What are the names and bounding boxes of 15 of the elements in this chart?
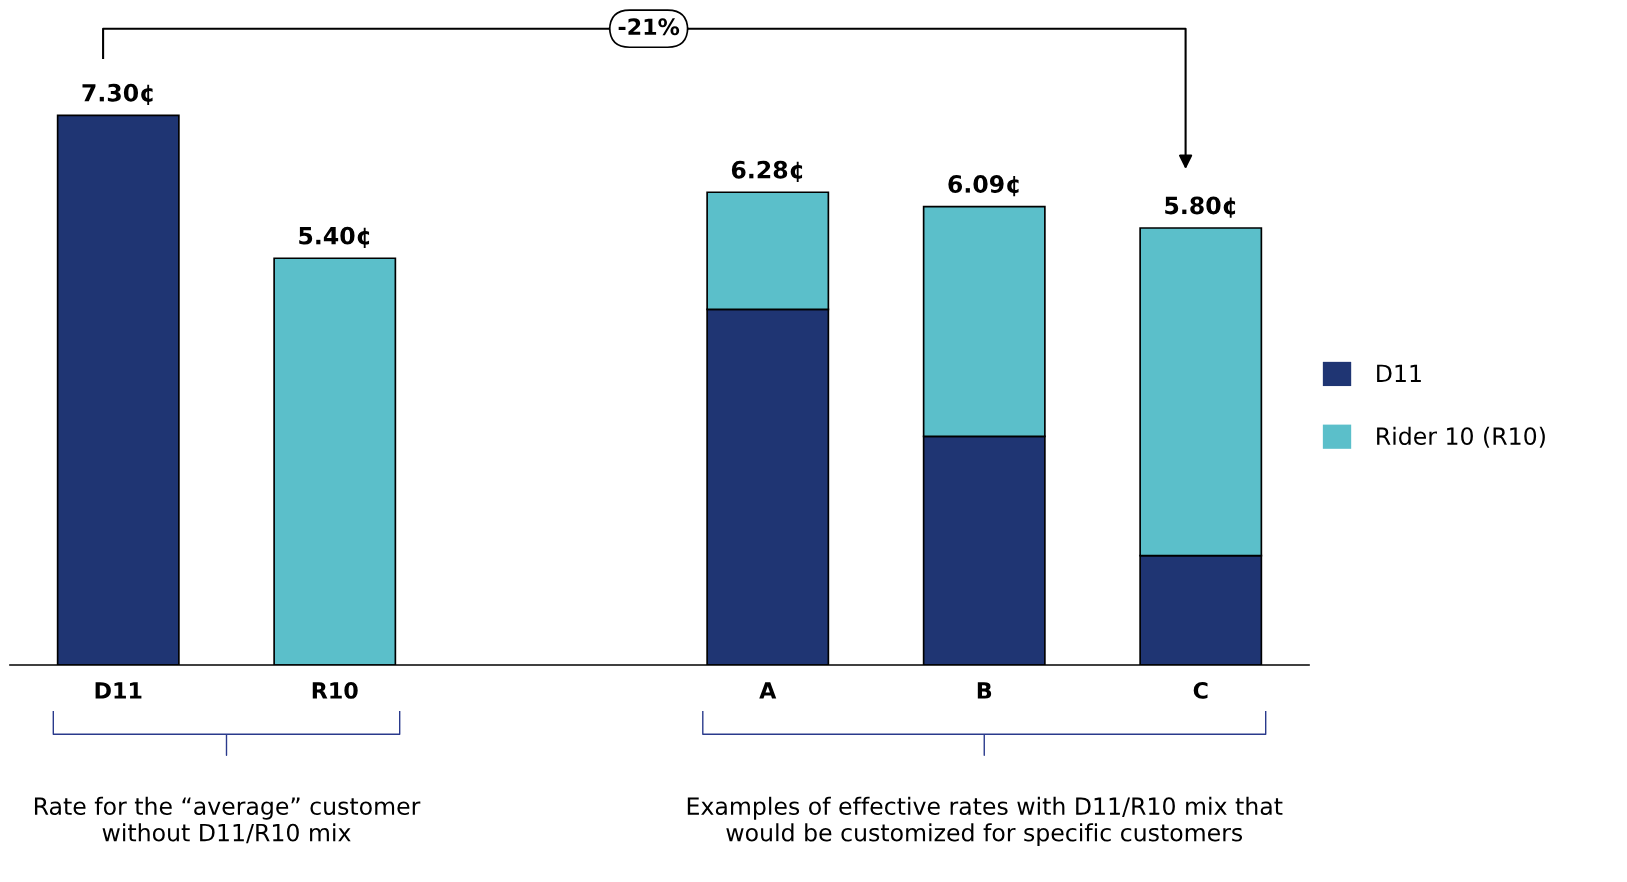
text: Examples of effective rates with D11/R10 mix that would be customized for specific customers <box>687 796 1283 847</box>
annotation: 6.09¢ <box>948 175 1019 197</box>
annotation: 6.28¢ <box>731 160 803 182</box>
x-tick-label: C <box>1193 682 1208 699</box>
annotation: 7.30¢ <box>82 83 153 105</box>
x-tick-label: R10 <box>312 682 358 699</box>
annotation: 5.40¢ <box>299 226 370 248</box>
annotation: 5.80¢ <box>1165 196 1236 218</box>
text: Rate for the “average” customer without D11/R10 mix <box>34 796 421 844</box>
x-tick-label: D11 <box>95 682 142 699</box>
legend-label: Rider 10 (R10) <box>1377 426 1545 448</box>
x-tick-label: B <box>977 682 992 699</box>
x-tick-label: A <box>759 682 777 699</box>
legend-label: D11 <box>1377 364 1421 382</box>
text: -21% <box>618 18 680 36</box>
